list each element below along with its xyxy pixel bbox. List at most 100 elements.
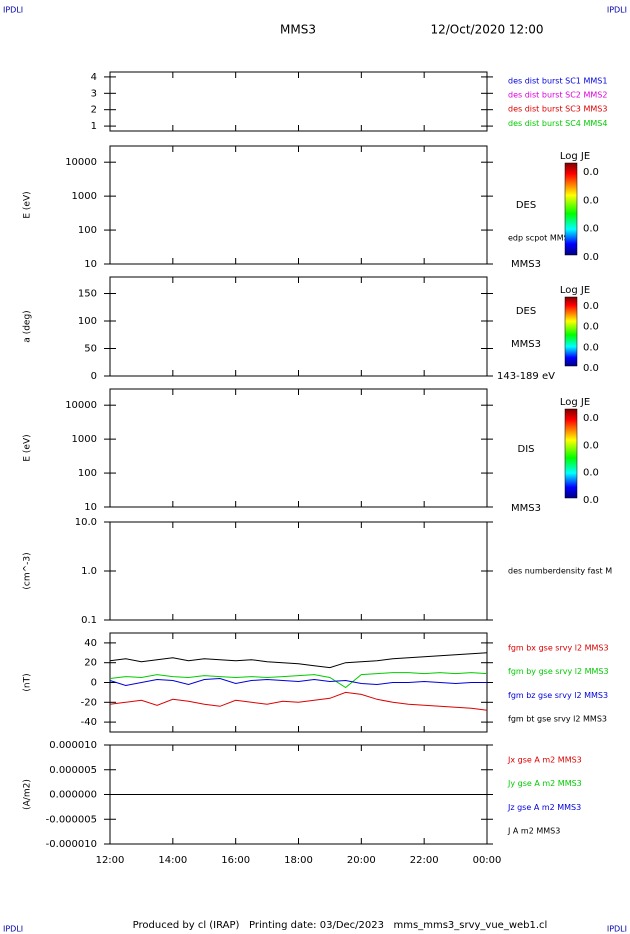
y-axis-label: E (eV) xyxy=(23,434,33,461)
legend-label: Jy gse A m2 MMS3 xyxy=(507,779,582,788)
note-label: edp scpot MMS3 xyxy=(508,234,574,243)
x-tick-label: 00:00 xyxy=(473,855,502,866)
y-tick-label: 100 xyxy=(78,225,97,236)
legend-label: J A m2 MMS3 xyxy=(507,827,560,836)
series-line xyxy=(109,691,488,711)
legend-label: Jx gse A m2 MMS3 xyxy=(507,755,582,764)
legend-label: Jz gse A m2 MMS3 xyxy=(507,803,581,812)
y-axis-label: a (deg) xyxy=(23,310,33,342)
legend-label: des dist burst SC3 MMS3 xyxy=(508,105,607,114)
y-tick-label: 3 xyxy=(91,88,97,99)
legend-label: fgm bx gse srvy l2 MMS3 xyxy=(508,643,609,652)
colorbar-label: 0.0 xyxy=(583,495,599,506)
instrument-label: DIS xyxy=(518,444,535,455)
colorbar-label: 0.0 xyxy=(583,195,599,206)
series-line xyxy=(109,677,487,687)
corner-mark: IPDLI xyxy=(3,925,23,934)
y-tick-label: 1 xyxy=(91,121,97,132)
y-axis-label: (cm^-3) xyxy=(23,552,33,589)
date: 12/Oct/2020 12:00 xyxy=(430,23,543,37)
y-tick-label: 10 xyxy=(84,259,97,270)
panel-frame xyxy=(109,71,488,132)
y-tick-label: 0.000010 xyxy=(49,740,97,751)
legend-label: fgm bt gse srvy l2 MMS3 xyxy=(508,715,607,724)
x-tick-label: 20:00 xyxy=(347,855,376,866)
y-tick-label: 1.0 xyxy=(81,566,97,577)
y-tick-label: 1000 xyxy=(72,191,97,202)
spacecraft-label: MMS3 xyxy=(511,259,541,270)
title: MMS3 xyxy=(280,23,316,37)
legend-label: des dist burst SC1 MMS1 xyxy=(508,76,607,85)
y-tick-label: 50 xyxy=(84,344,97,355)
series-line xyxy=(109,652,488,669)
spacecraft-label: MMS3 xyxy=(511,503,541,514)
corner-mark: IPDLI xyxy=(607,6,627,15)
y-tick-label: 100 xyxy=(78,316,97,327)
y-tick-label: -20 xyxy=(81,697,97,708)
footer: Produced by cl (IRAP) Printing date: 03/… xyxy=(133,920,548,931)
y-tick-label: 2 xyxy=(91,105,97,116)
legend-label: fgm bz gse srvy l2 MMS3 xyxy=(508,691,608,700)
y-tick-label: 0.1 xyxy=(81,615,97,626)
x-tick-label: 22:00 xyxy=(410,855,439,866)
y-tick-label: 10.0 xyxy=(75,517,97,528)
x-tick-label: 14:00 xyxy=(158,855,187,866)
colorbar xyxy=(564,162,578,256)
colorbar-title: Log JE xyxy=(560,151,590,162)
y-tick-label: 10000 xyxy=(65,400,97,411)
y-axis-label: (A/m2) xyxy=(23,779,33,810)
y-tick-label: 0.000005 xyxy=(49,765,97,776)
colorbar-label: 0.0 xyxy=(583,322,599,333)
legend-label: des dist burst SC2 MMS2 xyxy=(508,91,607,100)
legend-label: fgm by gse srvy l2 MMS3 xyxy=(508,667,609,676)
colorbar-label: 0.0 xyxy=(583,363,599,374)
panel-frame xyxy=(109,388,488,508)
y-axis-label: (nT) xyxy=(23,673,33,691)
y-tick-label: 100 xyxy=(78,468,97,479)
series-line xyxy=(109,672,488,689)
colorbar-label: 0.0 xyxy=(583,413,599,424)
colorbar-label: 0.0 xyxy=(583,342,599,353)
legend-label: des numberdensity fast M xyxy=(508,567,612,576)
y-tick-label: 40 xyxy=(84,638,97,649)
colorbar-label: 0.0 xyxy=(583,167,599,178)
x-tick-label: 18:00 xyxy=(284,855,313,866)
y-tick-label: -40 xyxy=(81,717,97,728)
colorbar-label: 0.0 xyxy=(583,224,599,235)
y-tick-label: 0.000000 xyxy=(49,790,97,801)
panel-frame xyxy=(109,145,488,265)
corner-mark: IPDLI xyxy=(607,925,627,934)
y-tick-label: 4 xyxy=(91,72,97,83)
y-tick-label: 150 xyxy=(78,289,97,300)
y-tick-label: -0.000005 xyxy=(46,814,97,825)
y-tick-label: -0.000010 xyxy=(46,839,97,850)
instrument-label: DES xyxy=(516,306,536,317)
panel-frame xyxy=(109,632,488,733)
y-axis-label: E (eV) xyxy=(23,191,33,218)
y-tick-label: 1000 xyxy=(72,434,97,445)
y-tick-label: 20 xyxy=(84,658,97,669)
colorbar-label: 0.0 xyxy=(583,252,599,263)
colorbar xyxy=(564,408,578,499)
y-tick-label: 0 xyxy=(91,371,97,382)
colorbar-label: 0.0 xyxy=(583,440,599,451)
colorbar xyxy=(564,296,578,367)
panel-frame xyxy=(109,521,488,621)
colorbar-label: 0.0 xyxy=(583,468,599,479)
y-tick-label: 10 xyxy=(84,502,97,513)
colorbar-label: 0.0 xyxy=(583,301,599,312)
panel-frame xyxy=(109,276,488,377)
spacecraft-label: MMS3 xyxy=(511,339,541,350)
energy-label: 143-189 eV xyxy=(497,371,555,382)
x-tick-label: 16:00 xyxy=(221,855,250,866)
instrument-label: DES xyxy=(516,200,536,211)
legend-label: des dist burst SC4 MMS4 xyxy=(508,119,607,128)
y-tick-label: 0 xyxy=(91,678,97,689)
colorbar-title: Log JE xyxy=(560,397,590,408)
colorbar-title: Log JE xyxy=(560,285,590,296)
corner-mark: IPDLI xyxy=(3,6,23,15)
y-tick-label: 10000 xyxy=(65,157,97,168)
x-tick-label: 12:00 xyxy=(96,855,125,866)
